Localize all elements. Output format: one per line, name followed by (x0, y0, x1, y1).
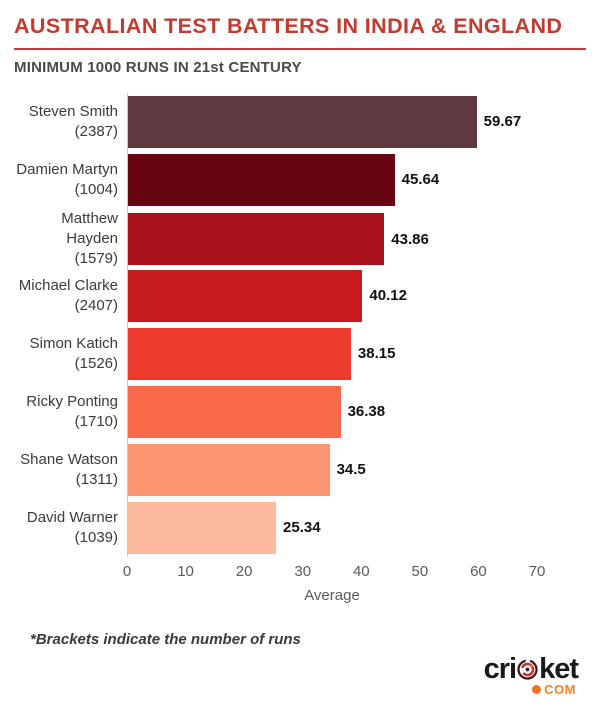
category-name: Matthew Hayden (61, 209, 118, 248)
category-name: Ricky Ponting (26, 392, 118, 410)
bar-row: Matthew Hayden (1579) 43.86 (14, 208, 537, 270)
category-label: Matthew Hayden (1579) (14, 209, 127, 270)
bar-row: Simon Katich (1526) 38.15 (14, 324, 537, 383)
category-label: Shane Watson (1311) (14, 441, 127, 499)
plot-cell: 25.34 (127, 498, 537, 557)
bar-value-label: 40.12 (369, 287, 407, 305)
bar (128, 327, 351, 380)
logo-com-label: COM (544, 682, 576, 697)
x-axis-label-row: Average (127, 587, 537, 605)
footnote: *Brackets indicate the number of runs (30, 630, 301, 648)
bar-row: Damien Martyn (1004) 45.64 (14, 150, 537, 209)
x-axis: 0 10 20 30 40 50 60 70 (123, 557, 546, 580)
x-tick: 40 (352, 562, 370, 580)
brand-word-end: ket (539, 653, 579, 685)
x-tick: 10 (177, 562, 194, 580)
plot-cell: 38.15 (127, 324, 537, 383)
plot-cell: 34.5 (127, 440, 537, 499)
brand-word-start: cri (483, 653, 517, 685)
category-runs: (1004) (74, 180, 118, 198)
bar (128, 95, 477, 148)
bar (128, 269, 363, 322)
category-name: David Warner (26, 508, 118, 526)
plot-cell: 43.86 (127, 208, 537, 270)
bar-value-label: 45.64 (401, 171, 440, 189)
bar-row: Steven Smith (2387) 59.67 (14, 92, 537, 151)
category-label: Michael Clarke (2407) (14, 267, 127, 325)
brand-wordmark: cri ket (483, 653, 579, 685)
bar (128, 501, 277, 554)
category-runs: (2407) (74, 296, 118, 314)
bar-chart: Steven Smith (2387) 59.67 Damien Martyn (100… (14, 92, 537, 557)
category-runs: (1039) (74, 528, 118, 546)
category-label: Damien Martyn (1004) (14, 151, 127, 209)
plot-cell: 36.38 (127, 382, 537, 441)
category-name: Michael Clarke (18, 276, 118, 294)
bar-value-label: 38.15 (357, 345, 396, 363)
category-name: Simon Katich (29, 334, 118, 352)
category-label: David Warner (1039) (14, 499, 127, 557)
x-tick: 20 (235, 562, 253, 580)
bar (128, 385, 341, 438)
page-title: AUSTRALIAN TEST BATTERS IN INDIA & ENGLA… (14, 14, 563, 38)
plot-cell: 45.64 (127, 150, 537, 209)
category-label: Ricky Ponting (1710) (14, 383, 127, 441)
x-tick: 0 (122, 562, 132, 580)
logo-dot-icon (532, 685, 542, 694)
category-name: Steven Smith (28, 102, 118, 120)
x-tick: 60 (470, 562, 487, 580)
bar-value-label: 36.38 (347, 403, 386, 421)
bar-value-label: 25.34 (283, 519, 321, 537)
bar-row: Ricky Ponting (1710) 36.38 (14, 382, 537, 441)
bar-row: David Warner (1039) 25.34 (14, 498, 537, 557)
category-label: Steven Smith (2387) (14, 93, 127, 151)
bar (128, 443, 330, 496)
category-runs: (1311) (75, 470, 118, 488)
category-name: Shane Watson (20, 450, 118, 468)
bar-row: Michael Clarke (2407) 40.12 (14, 266, 537, 325)
cricket-ball-icon (517, 659, 538, 680)
category-runs: (2387) (74, 122, 118, 140)
x-tick: 30 (294, 562, 312, 580)
bar (128, 213, 385, 266)
bar-value-label: 34.5 (336, 461, 366, 479)
brand-logo: cri ket COM (483, 653, 579, 698)
x-tick: 50 (411, 562, 429, 580)
category-runs: (1526) (74, 354, 118, 372)
bar (128, 153, 395, 206)
category-label: Simon Katich (1526) (14, 325, 127, 383)
bar-value-label: 59.67 (483, 113, 522, 131)
page-subtitle: MINIMUM 1000 RUNS IN 21st CENTURY (14, 58, 302, 76)
plot-cell: 40.12 (127, 266, 537, 325)
bar-value-label: 43.86 (391, 230, 429, 248)
title-divider (14, 47, 586, 50)
bar-row: Shane Watson (1311) 34.5 (14, 440, 537, 499)
brand-com: COM (532, 682, 576, 697)
category-runs: (1710) (74, 412, 118, 430)
plot-cell: 59.67 (127, 92, 537, 151)
x-tick: 70 (528, 562, 546, 580)
category-name: Damien Martyn (16, 160, 118, 178)
category-runs: (1579) (74, 250, 118, 268)
x-axis-label: Average (304, 586, 360, 604)
